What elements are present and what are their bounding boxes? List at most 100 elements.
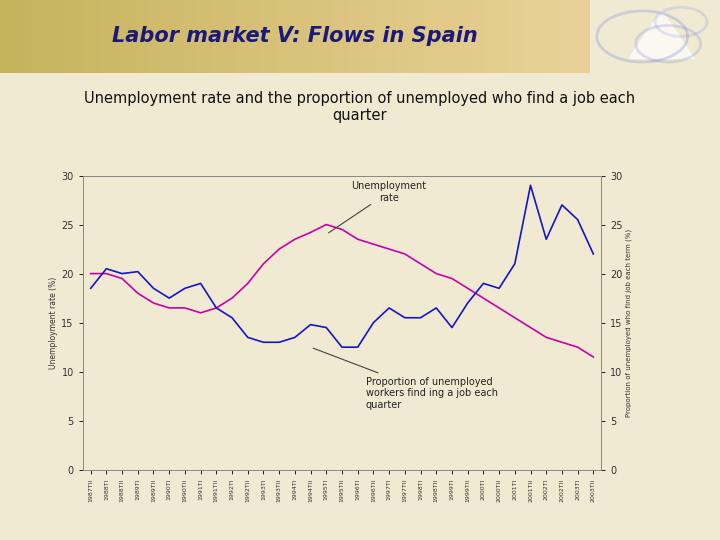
Bar [478,0,484,73]
Bar [242,0,248,73]
Bar [166,0,171,73]
Bar [549,0,555,73]
Bar [30,0,35,73]
Bar [266,0,271,73]
Y-axis label: Unemployment rate (%): Unemployment rate (%) [50,276,58,369]
Bar [225,0,230,73]
Bar [490,0,496,73]
Bar [24,0,30,73]
Bar [567,0,572,73]
Polygon shape [629,11,694,58]
Bar [48,0,53,73]
Bar [271,0,277,73]
Bar [260,0,266,73]
Bar [289,0,295,73]
Bar [537,0,543,73]
Bar [431,0,437,73]
Bar [502,0,508,73]
Bar [419,0,425,73]
Bar [461,0,467,73]
Bar [354,0,360,73]
Bar [366,0,372,73]
Bar [77,0,83,73]
Bar [513,0,520,73]
Bar [112,0,118,73]
Bar [402,0,408,73]
Bar [526,0,531,73]
Bar [313,0,319,73]
Bar [201,0,207,73]
Bar [53,0,59,73]
Bar [520,0,526,73]
Bar [307,0,313,73]
Bar [6,0,12,73]
Bar [508,0,513,73]
Bar [94,0,100,73]
Bar [572,0,579,73]
Bar [408,0,413,73]
Bar [189,0,195,73]
Bar [443,0,449,73]
Bar [148,0,153,73]
Bar [142,0,148,73]
Bar [395,0,402,73]
Bar [18,0,24,73]
Bar [212,0,218,73]
Bar [0,0,6,73]
Bar [248,0,254,73]
Text: Unemployment rate and the proportion of unemployed who find a job each
quarter: Unemployment rate and the proportion of … [84,91,636,123]
Text: Proportion of unemployed
workers find ing a job each
quarter: Proportion of unemployed workers find in… [313,348,498,410]
Bar [585,0,590,73]
Bar [177,0,183,73]
Bar [484,0,490,73]
Bar [136,0,142,73]
Bar [372,0,378,73]
Bar [118,0,124,73]
Bar [100,0,107,73]
Bar [124,0,130,73]
Bar [107,0,112,73]
Bar [449,0,454,73]
Bar [561,0,567,73]
Bar [195,0,201,73]
Bar [579,0,585,73]
Bar [59,0,65,73]
Bar [153,0,159,73]
Bar [89,0,94,73]
Bar [218,0,225,73]
Text: Labor market V: Flows in Spain: Labor market V: Flows in Spain [112,26,478,46]
Bar [437,0,443,73]
Bar [325,0,330,73]
Bar [384,0,390,73]
Bar [295,0,301,73]
Bar [12,0,18,73]
Bar [343,0,348,73]
Bar [378,0,384,73]
Bar [467,0,472,73]
Bar [531,0,537,73]
Text: Unemployment
rate: Unemployment rate [328,181,427,233]
Bar [543,0,549,73]
Bar [413,0,419,73]
Bar [555,0,561,73]
Bar [171,0,177,73]
Bar [390,0,395,73]
Bar [230,0,236,73]
Bar [348,0,354,73]
Bar [360,0,366,73]
Bar [425,0,431,73]
Bar [41,0,48,73]
Bar [277,0,284,73]
Bar [254,0,260,73]
Bar [336,0,343,73]
Bar [83,0,89,73]
Bar [207,0,212,73]
Bar [454,0,461,73]
Bar [159,0,166,73]
Bar [319,0,325,73]
Bar [236,0,242,73]
Bar [330,0,336,73]
Bar [472,0,478,73]
Bar [35,0,41,73]
Bar [130,0,136,73]
